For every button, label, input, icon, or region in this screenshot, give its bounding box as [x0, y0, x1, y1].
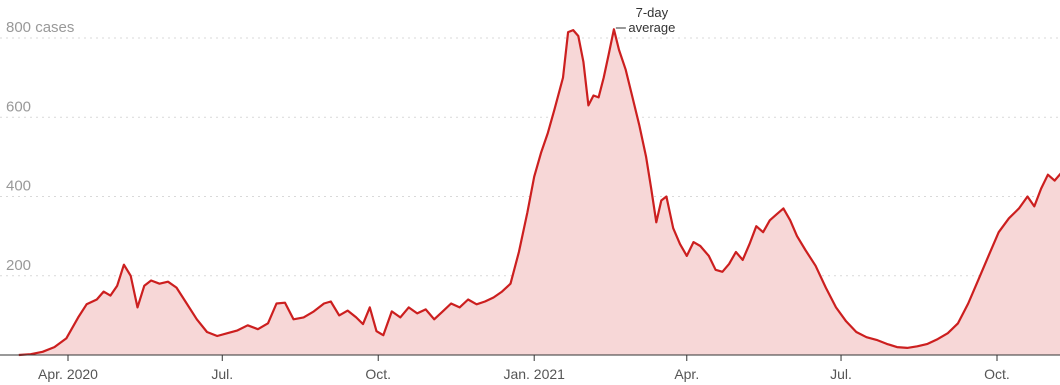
x-tick-label: Apr. 2020: [38, 366, 98, 382]
annotation-label-line1: 7-day: [636, 5, 669, 20]
y-tick-label: 400: [6, 178, 31, 195]
y-tick-labels: 800 cases 600 400 200: [6, 19, 74, 274]
annotation: 7-day average: [615, 5, 675, 35]
x-tick-label: Oct.: [365, 366, 391, 382]
x-tick-labels: Apr. 2020 Jul. Oct. Jan. 2021 Apr. Jul. Oct.: [38, 355, 1010, 382]
x-tick-label: Jul.: [830, 366, 852, 382]
annotation-label-line2: average: [628, 20, 675, 35]
x-tick-label: Jul.: [211, 366, 233, 382]
x-tick-label: Oct.: [984, 366, 1010, 382]
y-tick-label: 600: [6, 98, 31, 115]
y-tick-label: 200: [6, 257, 31, 274]
x-tick-label: Jan. 2021: [503, 366, 565, 382]
x-tick-label: Apr.: [674, 366, 699, 382]
y-tick-label: 800 cases: [6, 19, 74, 36]
series-line: [18, 28, 1060, 357]
area-fill: [18, 29, 1060, 355]
